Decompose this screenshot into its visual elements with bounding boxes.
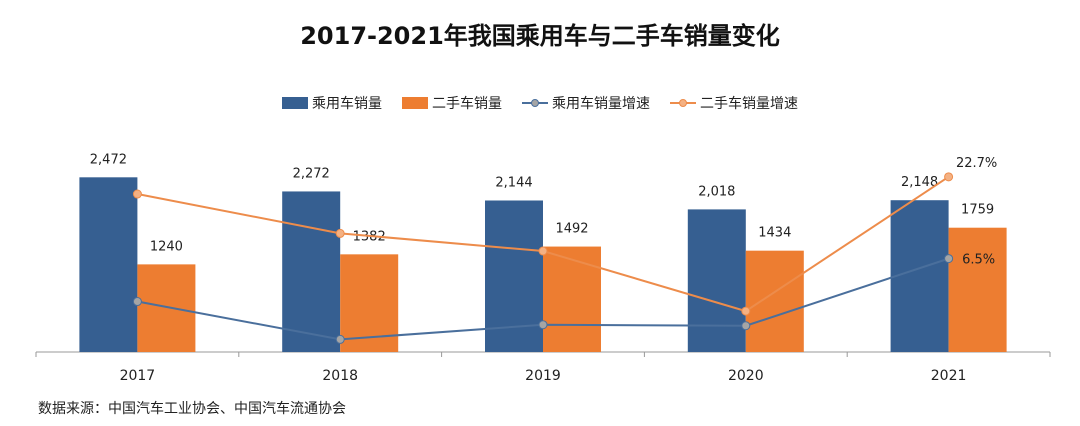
data-label-passenger: 2,144	[495, 175, 532, 190]
legend-label-used: 二手车销量	[432, 96, 502, 112]
data-label-used: 1434	[758, 226, 791, 241]
legend-item-used: 二手车销量	[402, 93, 502, 113]
bar-passenger	[687, 209, 746, 352]
point-used-growth	[538, 246, 548, 256]
data-label-used: 1759	[961, 203, 994, 218]
point-passenger-growth	[741, 321, 751, 331]
bar-passenger	[890, 200, 949, 352]
legend-item-used-growth: 二手车销量增速	[670, 93, 798, 113]
source-note: 数据来源：中国汽车工业协会、中国汽车流通协会	[38, 401, 346, 417]
legend-label-passenger-growth: 乘用车销量增速	[552, 96, 650, 112]
legend-swatch-passenger-growth	[522, 97, 548, 109]
data-label-used: 1492	[555, 222, 588, 237]
bar-used	[137, 264, 196, 352]
x-tick-label: 2018	[322, 368, 358, 384]
data-label-passenger: 2,018	[698, 184, 735, 199]
bar-passenger	[282, 191, 341, 352]
legend-swatch-used	[402, 97, 428, 109]
bar-used	[948, 227, 1007, 352]
point-passenger-growth	[538, 320, 548, 330]
legend: 乘用车销量 二手车销量 乘用车销量增速 二手车销量增速	[0, 93, 1080, 113]
legend-swatch-used-growth	[670, 97, 696, 109]
bar-used	[543, 246, 601, 352]
point-passenger-growth	[944, 254, 954, 264]
x-tick-label: 2020	[728, 368, 764, 384]
legend-item-passenger: 乘用车销量	[282, 93, 382, 113]
legend-item-passenger-growth: 乘用车销量增速	[522, 93, 650, 113]
legend-label-passenger: 乘用车销量	[312, 96, 382, 112]
point-used-growth	[335, 228, 345, 238]
chart-title: 2017-2021年我国乘用车与二手车销量变化	[300, 22, 780, 50]
data-label-used-growth: 22.7%	[956, 156, 997, 171]
x-tick-label: 2021	[931, 368, 967, 384]
legend-label-used-growth: 二手车销量增速	[700, 96, 798, 112]
point-used-growth	[741, 306, 751, 316]
bar-passenger	[79, 177, 138, 352]
data-label-passenger: 2,272	[293, 166, 330, 181]
point-passenger-growth	[335, 334, 345, 344]
data-label-used: 1240	[150, 239, 183, 254]
data-label-passenger: 2,148	[901, 175, 938, 190]
x-tick-label: 2019	[525, 368, 561, 384]
point-passenger-growth	[132, 297, 142, 307]
legend-swatch-passenger	[282, 97, 308, 109]
data-label-passenger: 2,472	[90, 152, 127, 167]
x-tick-label: 2017	[120, 368, 156, 384]
bar-used	[745, 250, 804, 352]
data-label-passenger-growth: 6.5%	[962, 253, 995, 268]
point-used-growth	[944, 172, 954, 182]
point-used-growth	[132, 189, 142, 199]
